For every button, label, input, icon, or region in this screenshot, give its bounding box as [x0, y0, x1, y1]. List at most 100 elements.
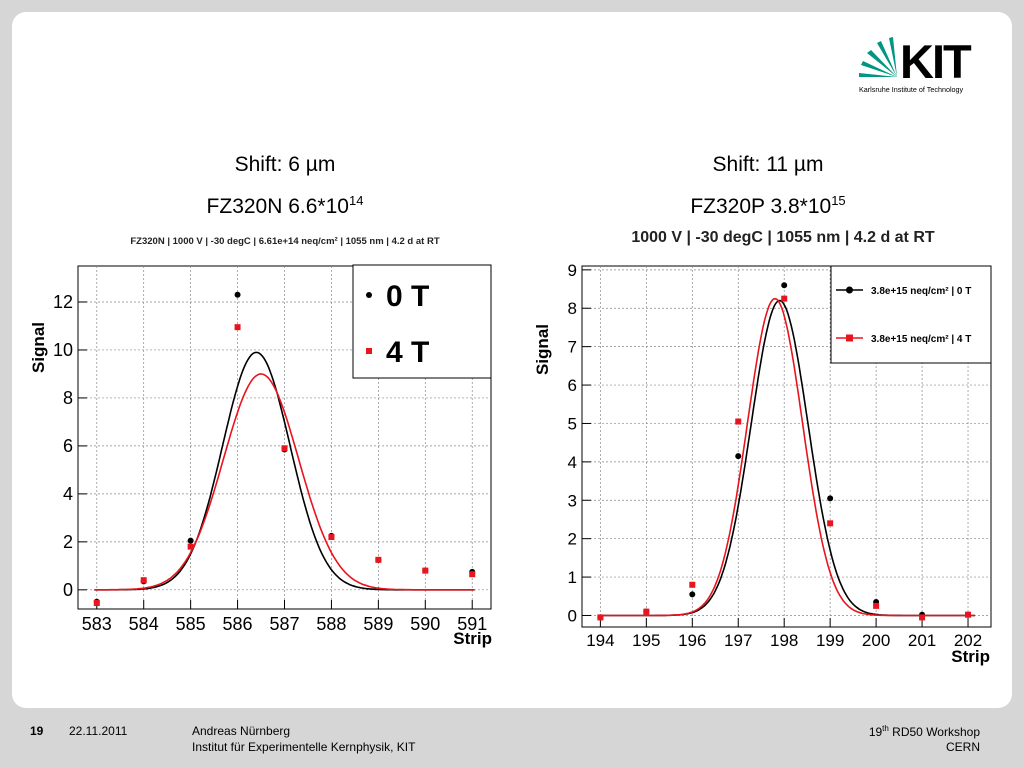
- c0-data-point-series-1: [469, 571, 476, 578]
- right-sample-text: FZ320P 3.8*10: [690, 195, 832, 218]
- c1-data-point-series-1: [597, 614, 604, 621]
- c1-data-point-series-1: [919, 614, 926, 621]
- right-sample-exponent: 15: [831, 193, 846, 208]
- footer-event: 19th RD50 Workshop: [869, 724, 980, 739]
- c0-x-tick-label: 589: [363, 614, 393, 634]
- left-sample-exponent: 14: [348, 193, 364, 208]
- c1-x-tick-label: 196: [678, 631, 706, 650]
- right-sample-label: FZ320P 3.8*1015: [578, 193, 958, 219]
- c0-y-tick-label: 6: [63, 436, 73, 456]
- c1-y-tick-label: 3: [568, 491, 577, 510]
- c0-y-tick-label: 4: [63, 484, 73, 504]
- kit-tagline: Karlsruhe Institute of Technology: [859, 85, 964, 94]
- c1-y-tick-label: 1: [568, 568, 577, 587]
- slide-footer: 19 22.11.2011 Andreas Nürnberg Institut …: [0, 712, 1024, 768]
- c0-y-tick-label: 10: [53, 340, 73, 360]
- c1-x-tick-label: 194: [586, 631, 614, 650]
- c1-x-axis-label: Strip: [951, 647, 990, 666]
- c0-fit-curve-series-1: [94, 373, 475, 591]
- c1-data-point-series-1: [643, 608, 650, 615]
- c0-data-point-series-1: [281, 445, 288, 452]
- footer-author: Andreas Nürnberg: [192, 724, 291, 738]
- c1-data-point-series-1: [735, 418, 742, 425]
- c0-x-tick-label: 587: [269, 614, 299, 634]
- kit-wordmark: KIT: [900, 35, 972, 88]
- c0-x-tick-label: 583: [82, 614, 112, 634]
- c1-x-tick-label: 198: [770, 631, 798, 650]
- c1-y-tick-label: 2: [568, 530, 577, 549]
- c1-data-point-series-1: [873, 602, 880, 609]
- right-shift-label: Shift: 11 µm: [712, 153, 824, 176]
- page-number: 19: [30, 724, 44, 738]
- left-shift-label: Shift: 6 µm: [234, 153, 336, 176]
- c1-y-axis-label: Signal: [533, 324, 552, 375]
- c0-y-tick-label: 0: [63, 580, 73, 600]
- c1-x-tick-label: 200: [862, 631, 890, 650]
- footer-event-name: RD50 Workshop: [888, 725, 980, 739]
- c0-legend-label-0: 0 T: [386, 280, 429, 313]
- c0-data-point-series-1: [328, 534, 335, 541]
- c0-y-tick-label: 8: [63, 388, 73, 408]
- c0-data-point-series-1: [234, 324, 241, 331]
- c1-x-tick-label: 195: [632, 631, 660, 650]
- footer-location: CERN: [945, 740, 980, 754]
- c1-y-tick-label: 9: [568, 261, 577, 280]
- c1-y-tick-label: 5: [568, 414, 577, 433]
- c0-x-tick-label: 585: [176, 614, 206, 634]
- kit-logo-fan-icon: [859, 37, 897, 77]
- c0-data-point-series-1: [422, 567, 429, 574]
- c0-legend-label-1: 4 T: [386, 336, 429, 369]
- c1-x-tick-label: 201: [908, 631, 936, 650]
- c1-data-point-series-0: [689, 591, 696, 598]
- c1-x-tick-label: 199: [816, 631, 844, 650]
- c0-data-point-series-1: [93, 600, 100, 607]
- c1-data-point-series-1: [827, 520, 834, 527]
- c0-data-point-series-1: [140, 577, 147, 584]
- c1-data-point-series-1: [965, 611, 972, 618]
- left-sample-label: FZ320N 6.6*1014: [95, 193, 475, 219]
- c1-legend-marker-0: [846, 286, 853, 294]
- c0-data-point-series-1: [187, 543, 194, 550]
- c1-legend-label-1: 3.8e+15 neq/cm² | 4 T: [871, 334, 971, 345]
- c1-y-tick-label: 6: [568, 376, 577, 395]
- left-chart-title: FZ320N | 1000 V | -30 degC | 6.61e+14 ne…: [130, 236, 440, 247]
- c0-data-point-series-0: [187, 537, 194, 544]
- c0-legend-marker-0: [366, 292, 372, 298]
- c0-legend-box: [352, 264, 492, 379]
- c0-y-tick-label: 2: [63, 532, 73, 552]
- c1-legend-box: [830, 265, 992, 364]
- footer-event-number: 19: [868, 725, 883, 739]
- c1-legend-marker-1: [846, 334, 853, 342]
- c1-y-tick-label: 4: [568, 453, 577, 472]
- left-sample-text: FZ320N 6.6*10: [206, 195, 349, 218]
- footer-date: 22.11.2011: [69, 724, 128, 738]
- footer-event-suffix: th: [882, 724, 889, 733]
- footer-institute: Institut für Experimentelle Kernphysik, …: [192, 740, 416, 754]
- c1-data-point-series-1: [689, 581, 696, 588]
- c1-y-tick-label: 7: [568, 338, 577, 357]
- c0-legend-marker-1: [366, 348, 372, 354]
- c0-y-tick-label: 12: [53, 292, 73, 312]
- c1-y-tick-label: 8: [568, 299, 577, 318]
- c0-x-tick-label: 584: [129, 614, 159, 634]
- c0-data-point-series-1: [375, 556, 382, 563]
- c1-data-point-series-0: [735, 453, 742, 460]
- c1-data-point-series-0: [781, 282, 788, 289]
- c0-y-axis-label: Signal: [29, 322, 48, 373]
- c1-data-point-series-0: [827, 495, 834, 502]
- kit-logo: KIT Karlsruhe Institute of Technology: [859, 35, 974, 94]
- c1-x-tick-label: 202: [954, 631, 982, 650]
- c1-data-point-series-1: [781, 295, 788, 302]
- c0-x-tick-label: 590: [410, 614, 440, 634]
- right-chart-title: 1000 V | -30 degC | 1055 nm | 4.2 d at R…: [631, 229, 935, 246]
- c1-y-tick-label: 0: [568, 606, 577, 625]
- c1-legend-label-0: 3.8e+15 neq/cm² | 0 T: [871, 286, 971, 297]
- c0-data-point-series-0: [234, 291, 241, 298]
- c0-x-tick-label: 591: [457, 614, 487, 634]
- c1-x-tick-label: 197: [724, 631, 752, 650]
- c0-x-tick-label: 588: [316, 614, 346, 634]
- c1-fit-curve-series-1: [598, 297, 975, 617]
- c0-x-tick-label: 586: [223, 614, 253, 634]
- c0-x-axis-label: Strip: [453, 629, 492, 648]
